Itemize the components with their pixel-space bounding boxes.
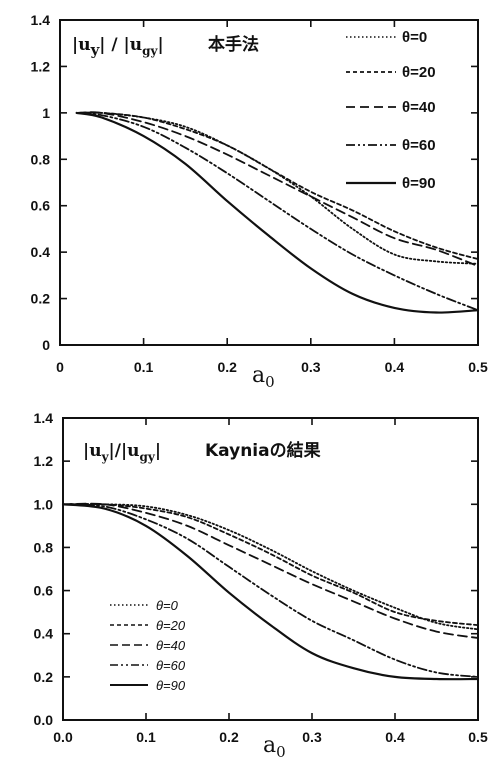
chart-2-series-line-4: [61, 503, 480, 681]
chart-1-y-tick-label-6: 1.2: [31, 58, 51, 74]
chart-2-series-line-1: [62, 503, 479, 626]
chart-1-plot-frame: [59, 19, 479, 346]
chart-2-x-tick-label-1: 0.1: [136, 729, 156, 745]
chart-2-y-tick-label-2: 0.4: [34, 626, 54, 642]
chart-1-legend: θ=0 θ=20 θ=40 θ=60 θ=90: [346, 29, 436, 192]
chart-1-x-tick-label-3: 0.3: [301, 359, 321, 375]
chart-1-series-line-4: [75, 111, 480, 314]
chart-2-y-tick-label-6: 1.2: [34, 453, 54, 469]
chart-2-x-tick-label-5: 0.5: [468, 729, 488, 745]
chart-2-legend-label-0: θ=0: [156, 598, 179, 613]
chart-1-y-tick-label-7: 1.4: [31, 12, 51, 28]
chart-1-series-line-3: [75, 112, 479, 312]
chart-1-y-tick-label-1: 0.2: [31, 291, 51, 307]
chart-2-legend: θ=0 θ=20 θ=40 θ=60 θ=90: [110, 598, 186, 693]
chart-1-series: [75, 111, 480, 314]
chart-2-series: [61, 502, 480, 681]
chart-1-y-tick-label-5: 1: [42, 105, 50, 121]
chart-2-plot-frame: [62, 417, 479, 721]
chart-1-legend-label-1: θ=20: [402, 64, 436, 81]
chart-1: 0 0.2 0.4 0.6 0.8 1 1.2 1.4 0 0.1 0.2 0.3 0.4 0.5 |u…: [31, 12, 488, 391]
chart-1-y-axis-label: |uy| / |ugy|: [72, 35, 164, 59]
chart-2-legend-label-1: θ=20: [156, 618, 186, 633]
chart-1-y-tick-label-0: 0: [42, 337, 50, 353]
chart-2-y-tick-label-3: 0.6: [34, 583, 54, 599]
chart-2-legend-label-2: θ=40: [156, 638, 186, 653]
chart-1-x-tick-label-1: 0.1: [134, 359, 154, 375]
chart-2-x-tick-label-4: 0.4: [385, 729, 405, 745]
chart-1-series-line-1: [75, 111, 479, 260]
chart-1-y-ticks: 0 0.2 0.4 0.6 0.8 1 1.2 1.4: [31, 12, 478, 353]
chart-1-legend-label-4: θ=90: [402, 175, 436, 192]
chart-1-x-tick-label-4: 0.4: [385, 359, 405, 375]
chart-2-series-line-3: [62, 503, 479, 678]
chart-1-series-line-2: [75, 111, 479, 267]
chart-2-x-tick-label-0: 0.0: [53, 729, 73, 745]
chart-1-legend-label-2: θ=40: [402, 99, 436, 116]
chart-1-y-tick-label-2: 0.4: [31, 244, 51, 260]
chart-1-legend-label-3: θ=60: [402, 137, 436, 154]
chart-1-x-tick-label-5: 0.5: [468, 359, 488, 375]
chart-2-x-ticks: 0.0 0.1 0.2 0.3 0.4 0.5: [53, 418, 488, 745]
chart-1-x-axis-label: a0: [252, 363, 275, 391]
chart-2-y-tick-label-7: 1.4: [34, 410, 54, 426]
chart-2-y-tick-label-5: 1.0: [34, 496, 54, 512]
chart-1-x-tick-label-0: 0: [56, 359, 64, 375]
chart-2-series-line-2: [62, 502, 479, 639]
chart-2: 0.0 0.2 0.4 0.6 0.8 1.0 1.2 1.4 0.0 0.1 0.2 0.3 0.4…: [34, 410, 488, 761]
chart-2-legend-label-3: θ=60: [156, 658, 186, 673]
chart-2-y-tick-label-1: 0.2: [34, 669, 54, 685]
chart-1-y-tick-label-4: 0.8: [31, 151, 51, 167]
chart-1-legend-label-0: θ=0: [402, 29, 427, 46]
chart-2-series-line-0: [62, 503, 479, 631]
chart-2-legend-label-4: θ=90: [156, 678, 186, 693]
chart-2-y-axis-label: |uy|/|ugy|: [83, 441, 161, 464]
chart-2-x-axis-label: a0: [263, 733, 286, 761]
chart-1-x-ticks: 0 0.1 0.2 0.3 0.4 0.5: [56, 20, 488, 375]
chart-2-title: Kayniaの結果: [205, 440, 321, 461]
chart-1-y-tick-label-3: 0.6: [31, 198, 51, 214]
chart-2-y-tick-label-0: 0.0: [34, 712, 54, 728]
chart-2-x-tick-label-3: 0.3: [302, 729, 322, 745]
chart-2-y-ticks: 0.0 0.2 0.4 0.6 0.8 1.0 1.2 1.4: [34, 410, 478, 728]
chart-2-y-tick-label-4: 0.8: [34, 539, 54, 555]
chart-1-x-tick-label-2: 0.2: [217, 359, 237, 375]
chart-2-x-tick-label-2: 0.2: [219, 729, 239, 745]
chart-1-title: 本手法: [208, 34, 259, 55]
